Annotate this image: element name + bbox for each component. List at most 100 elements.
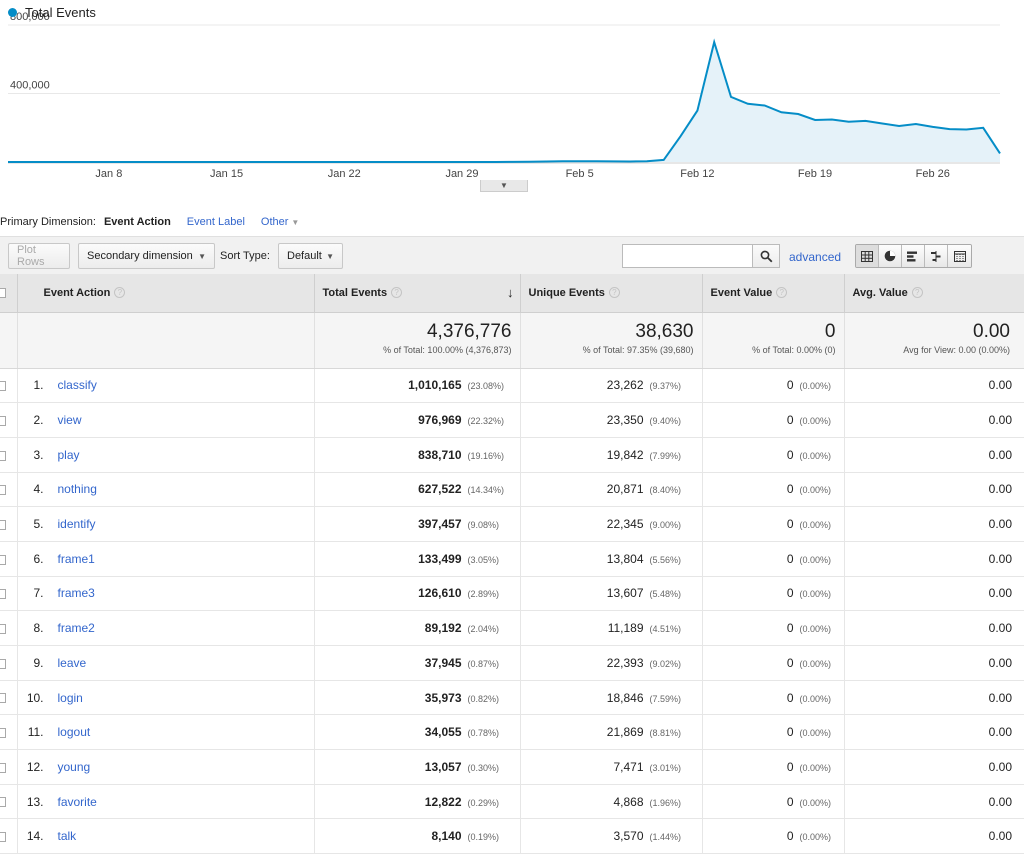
event-action-link[interactable]: favorite bbox=[57, 794, 97, 809]
select-all-checkbox[interactable] bbox=[0, 287, 6, 298]
row-checkbox[interactable] bbox=[0, 450, 6, 461]
table-row[interactable]: 12. young 13,057 (0.30%) 7,471 (3.01%) 0 (0.00%… bbox=[0, 749, 1024, 785]
row-number: 14. bbox=[26, 829, 44, 844]
event-value-percent: (0.00%) bbox=[799, 762, 832, 773]
chart-collapse-toggle[interactable]: ▼ bbox=[480, 180, 528, 192]
event-value-cell: 0 (0.00%) bbox=[702, 818, 845, 855]
row-checkbox[interactable] bbox=[0, 658, 6, 669]
table-search-input[interactable] bbox=[622, 244, 753, 268]
row-checkbox-cell[interactable] bbox=[0, 506, 18, 542]
header-avg-value[interactable]: Avg. Value? bbox=[844, 274, 1024, 313]
event-value-value: 0 bbox=[786, 551, 794, 566]
table-row[interactable]: 10. login 35,973 (0.82%) 18,846 (7.59%) 0 (0.00… bbox=[0, 680, 1024, 716]
chart-legend[interactable]: Total Events bbox=[8, 5, 96, 20]
primary-dimension-other[interactable]: Other ▼ bbox=[261, 216, 299, 228]
row-checkbox[interactable] bbox=[0, 589, 6, 600]
row-checkbox[interactable] bbox=[0, 762, 6, 773]
unique-events-value: 13,804 bbox=[606, 551, 644, 566]
row-checkbox[interactable] bbox=[0, 554, 6, 565]
event-action-link[interactable]: view bbox=[57, 413, 82, 428]
event-action-link[interactable]: classify bbox=[57, 378, 97, 393]
legend-label: Total Events bbox=[25, 5, 96, 20]
help-icon[interactable]: ? bbox=[776, 287, 788, 299]
row-checkbox[interactable] bbox=[0, 381, 6, 392]
help-icon[interactable]: ? bbox=[114, 287, 126, 299]
row-checkbox-cell[interactable] bbox=[0, 818, 18, 855]
row-checkbox[interactable] bbox=[0, 485, 6, 496]
table-row[interactable]: 3. play 838,710 (19.16%) 19,842 (7.99%) 0 (0.00… bbox=[0, 437, 1024, 473]
table-row[interactable]: 8. frame2 89,192 (2.04%) 11,189 (4.51%) 0 (0.00… bbox=[0, 610, 1024, 646]
totals-row: 4,376,776 % of Total: 100.00% (4,376,873… bbox=[0, 312, 1024, 369]
header-event-action[interactable]: Event Action? bbox=[17, 274, 315, 313]
row-checkbox-cell[interactable] bbox=[0, 610, 18, 646]
event-action-link[interactable]: talk bbox=[57, 829, 77, 844]
plot-rows-button[interactable]: Plot Rows bbox=[8, 243, 70, 269]
pivot-view-button[interactable] bbox=[948, 245, 971, 267]
row-checkbox[interactable] bbox=[0, 415, 6, 426]
event-value-value: 0 bbox=[786, 690, 794, 705]
row-checkbox-cell[interactable] bbox=[0, 749, 18, 785]
event-action-link[interactable]: play bbox=[57, 447, 80, 462]
header-event-value[interactable]: Event Value? bbox=[702, 274, 845, 313]
event-action-link[interactable]: young bbox=[57, 759, 91, 774]
search-button[interactable] bbox=[752, 244, 780, 268]
event-action-link[interactable]: login bbox=[57, 690, 83, 705]
row-checkbox[interactable] bbox=[0, 728, 6, 739]
table-view-button[interactable] bbox=[856, 245, 879, 267]
unique-events-cell: 7,471 (3.01%) bbox=[520, 749, 703, 785]
table-row[interactable]: 14. talk 8,140 (0.19%) 3,570 (1.44%) 0 (0.00%) 0… bbox=[0, 818, 1024, 855]
row-checkbox-cell[interactable] bbox=[0, 437, 18, 473]
event-action-link[interactable]: nothing bbox=[57, 482, 97, 497]
event-action-link[interactable]: identify bbox=[57, 517, 96, 532]
table-row[interactable]: 6. frame1 133,499 (3.05%) 13,804 (5.56%) 0 (0.0… bbox=[0, 541, 1024, 577]
table-row[interactable]: 13. favorite 12,822 (0.29%) 4,868 (1.96%) 0 (0.… bbox=[0, 784, 1024, 820]
total-events-value: 34,055 bbox=[424, 725, 462, 740]
row-checkbox-cell[interactable] bbox=[0, 680, 18, 716]
table-row[interactable]: 7. frame3 126,610 (2.89%) 13,607 (5.48%) 0 (0.0… bbox=[0, 576, 1024, 612]
row-checkbox[interactable] bbox=[0, 519, 6, 530]
row-checkbox-cell[interactable] bbox=[0, 576, 18, 612]
x-tick-label: Feb 5 bbox=[566, 168, 594, 180]
table-row[interactable]: 5. identify 397,457 (9.08%) 22,345 (9.00%) 0 (0… bbox=[0, 506, 1024, 542]
event-action-link[interactable]: logout bbox=[57, 725, 91, 740]
table-row[interactable]: 1. classify 1,010,165 (23.08%) 23,262 (9.37%)… bbox=[0, 368, 1024, 404]
sort-type-select[interactable]: Default ▼ bbox=[278, 243, 343, 269]
row-checkbox-cell[interactable] bbox=[0, 541, 18, 577]
pie-view-button[interactable] bbox=[879, 245, 902, 267]
event-value-percent: (0.00%) bbox=[799, 450, 832, 461]
row-checkbox-cell[interactable] bbox=[0, 784, 18, 820]
event-action-link[interactable]: leave bbox=[57, 655, 87, 670]
help-icon[interactable]: ? bbox=[608, 287, 620, 299]
table-row[interactable]: 9. leave 37,945 (0.87%) 22,393 (9.02%) 0 (0.00%… bbox=[0, 645, 1024, 681]
row-checkbox-cell[interactable] bbox=[0, 645, 18, 681]
table-row[interactable]: 2. view 976,969 (22.32%) 23,350 (9.40%) 0 (0.00… bbox=[0, 402, 1024, 438]
header-unique-events[interactable]: Unique Events? bbox=[520, 274, 703, 313]
unique-events-cell: 4,868 (1.96%) bbox=[520, 784, 703, 820]
avg-value-value: 0.00 bbox=[988, 829, 1012, 844]
row-checkbox-cell[interactable] bbox=[0, 368, 18, 404]
secondary-dimension-select[interactable]: Secondary dimension ▼ bbox=[78, 243, 215, 269]
row-checkbox[interactable] bbox=[0, 623, 6, 634]
header-total-events[interactable]: Total Events? ↓ bbox=[314, 274, 521, 313]
row-checkbox-cell[interactable] bbox=[0, 402, 18, 438]
row-checkbox[interactable] bbox=[0, 797, 6, 808]
row-checkbox-cell[interactable] bbox=[0, 472, 18, 508]
advanced-filter-link[interactable]: advanced bbox=[789, 250, 842, 264]
help-icon[interactable]: ? bbox=[911, 287, 923, 299]
bar-view-button[interactable] bbox=[902, 245, 925, 267]
row-checkbox-cell[interactable] bbox=[0, 714, 18, 751]
table-header-row: Event Action? Total Events? ↓ Unique Even… bbox=[0, 274, 1024, 313]
row-number: 9. bbox=[33, 655, 44, 670]
event-action-link[interactable]: frame3 bbox=[57, 586, 95, 601]
table-row[interactable]: 4. nothing 627,522 (14.34%) 20,871 (8.40%) 0 (0… bbox=[0, 472, 1024, 508]
comparison-view-button[interactable] bbox=[925, 245, 948, 267]
table-row[interactable]: 11. logout 34,055 (0.78%) 21,869 (8.81%) 0 (0.0… bbox=[0, 714, 1024, 751]
row-checkbox[interactable] bbox=[0, 832, 6, 843]
primary-dimension-event-label[interactable]: Event Label bbox=[186, 216, 245, 228]
row-checkbox[interactable] bbox=[0, 693, 6, 704]
event-value-percent: (0.00%) bbox=[799, 520, 832, 531]
select-all-cell[interactable] bbox=[0, 274, 18, 313]
event-action-link[interactable]: frame1 bbox=[57, 551, 95, 566]
help-icon[interactable]: ? bbox=[391, 287, 403, 299]
event-action-link[interactable]: frame2 bbox=[57, 621, 95, 636]
